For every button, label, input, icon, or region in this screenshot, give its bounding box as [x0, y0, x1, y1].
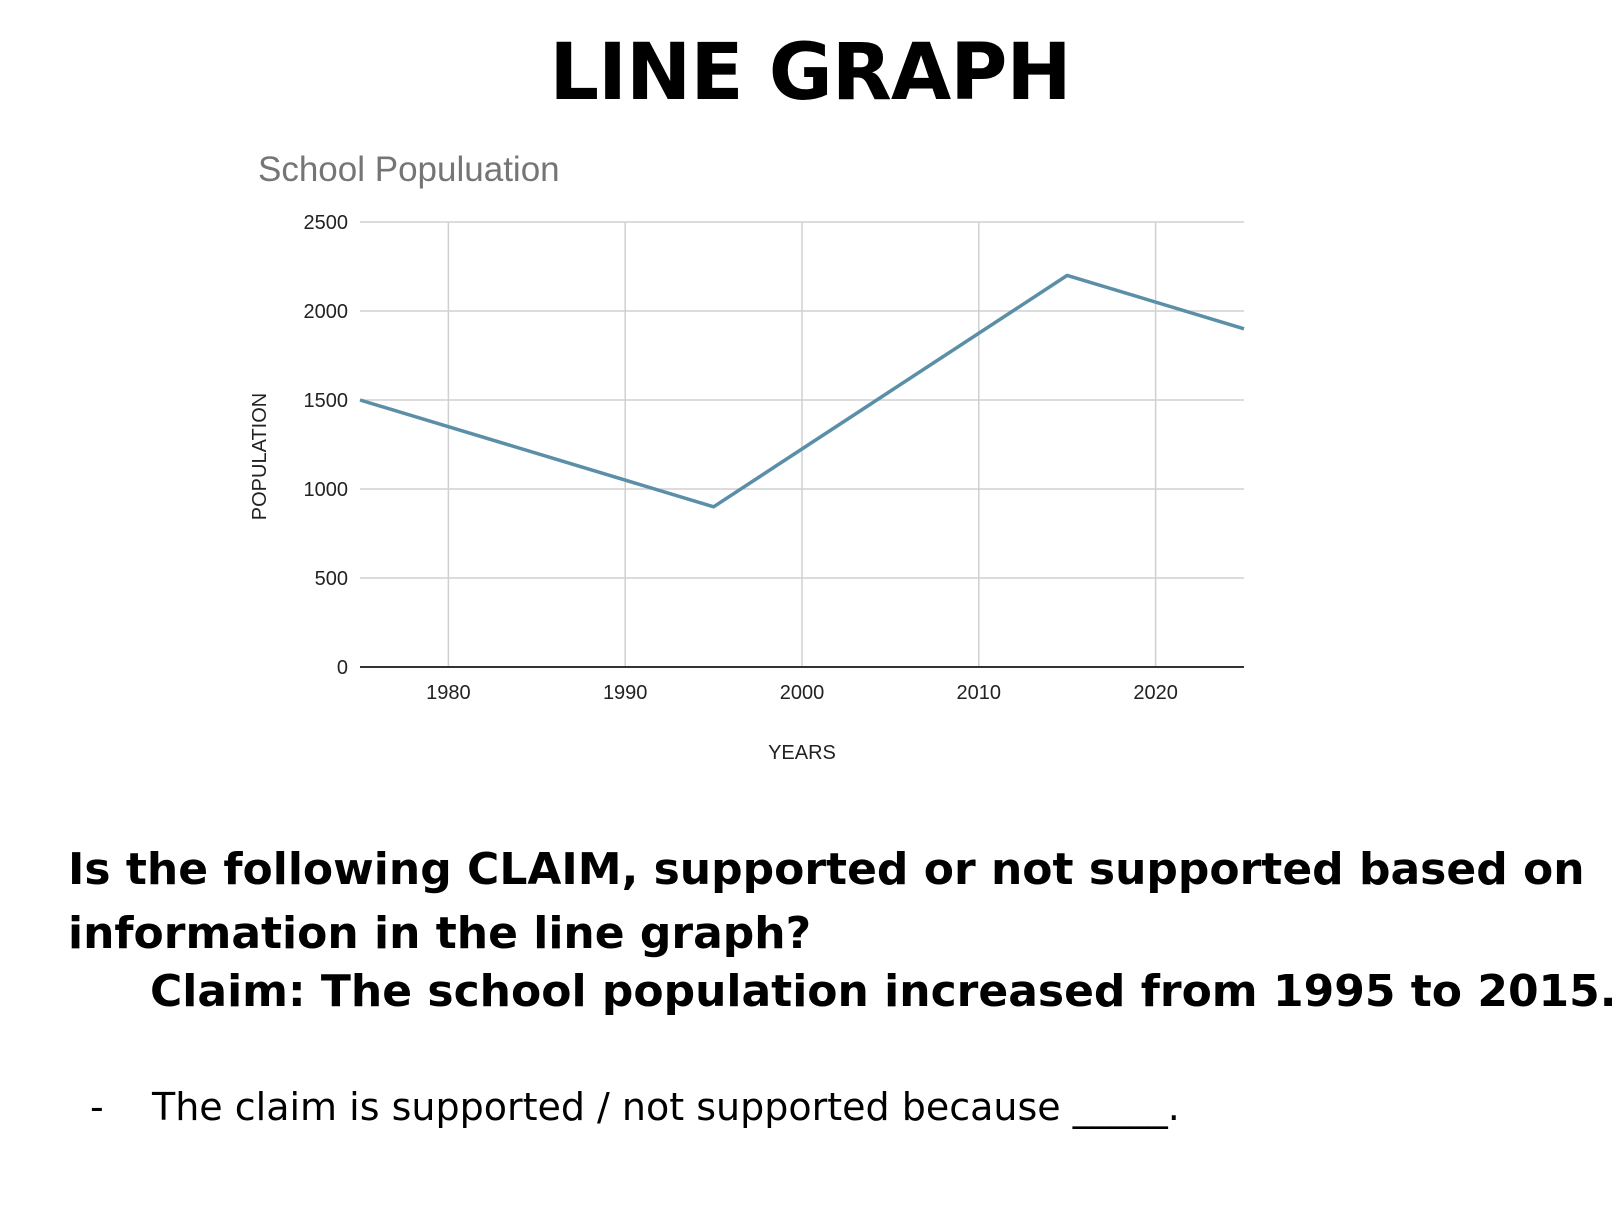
chart-plot: 0 500 1000 1500 2000 2500 1980 1990 2000 2010 2020… [249, 212, 1245, 764]
question-text: Is the following CLAIM, supported or not… [68, 844, 1585, 959]
x-tick-label: 1990 [603, 682, 648, 704]
y-tick-label: 0 [337, 657, 348, 679]
line-chart: School Populuation 0 500 1000 1500 2000 2500 1… [240, 140, 1340, 820]
y-tick-label: 1500 [304, 390, 349, 412]
chart-series [359, 273, 1245, 509]
y-tick-label: 500 [315, 568, 348, 590]
bullet-text: The claim is supported / not supported b… [152, 1085, 1180, 1129]
claim-text: Claim: The school population increased f… [150, 966, 1617, 1017]
x-tick-label: 1980 [426, 682, 471, 704]
x-axis-title: YEARS [768, 742, 836, 764]
chart-title: School Populuation [258, 150, 560, 189]
slide-title: LINE GRAPH [549, 28, 1071, 118]
series-line [359, 273, 1245, 509]
y-axis-title: POPULATION [249, 393, 271, 520]
x-tick-label: 2010 [957, 682, 1002, 704]
y-tick-label: 2500 [304, 212, 349, 234]
x-tick-label: 2000 [780, 682, 825, 704]
x-tick-label: 2020 [1133, 682, 1178, 704]
y-tick-label: 2000 [304, 301, 349, 323]
bullet-marker: - [90, 1085, 104, 1129]
chart-grid [360, 221, 1244, 667]
y-tick-label: 1000 [304, 479, 349, 501]
chart-labels: 0 500 1000 1500 2000 2500 1980 1990 2000 2010 2020… [249, 212, 1178, 764]
